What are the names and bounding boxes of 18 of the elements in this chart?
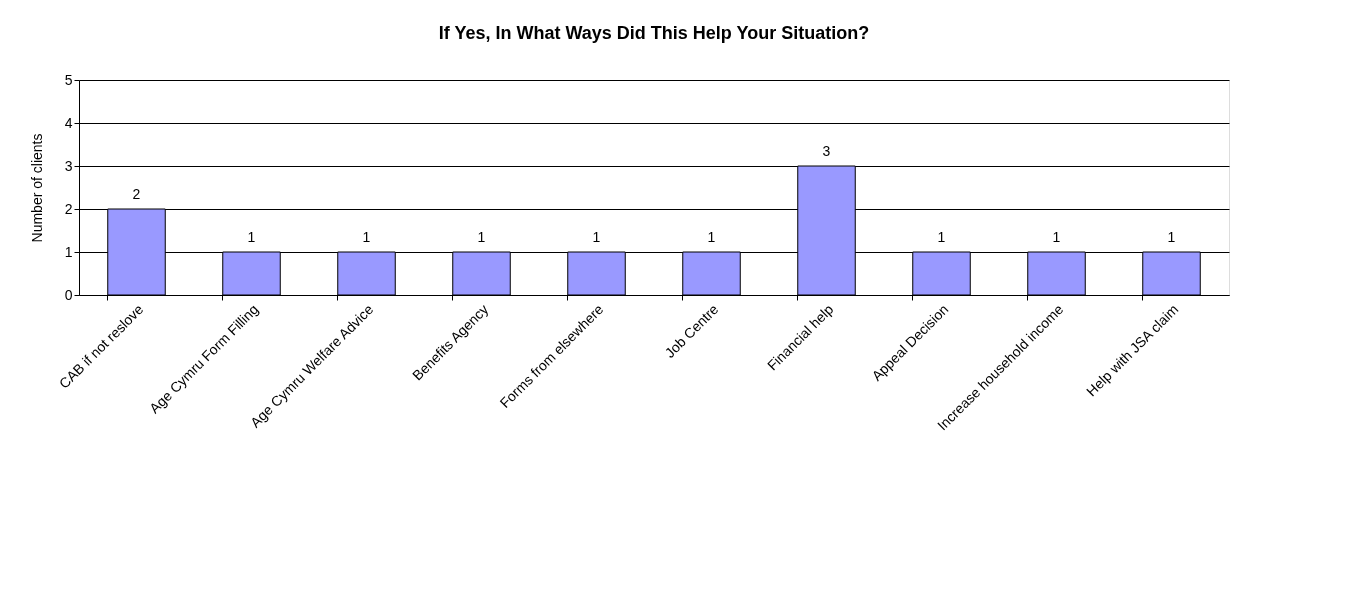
y-axis-title: Number of clients — [28, 133, 45, 243]
y-tick-label: 3 — [64, 157, 73, 174]
y-tick-label: 1 — [64, 243, 73, 260]
data-label: 1 — [937, 229, 946, 245]
data-label: 1 — [707, 229, 716, 245]
data-label: 1 — [247, 229, 256, 245]
y-tick-label: 2 — [64, 200, 73, 217]
chart-title: If Yes, In What Ways Did This Help Your Situation? — [438, 23, 870, 43]
y-tick-label: 0 — [64, 286, 73, 303]
data-label: 1 — [477, 229, 486, 245]
data-label: 1 — [1167, 229, 1176, 245]
data-label: 1 — [1052, 229, 1061, 245]
data-label: 1 — [362, 229, 371, 245]
y-tick-label: 4 — [64, 114, 73, 131]
data-label: 1 — [592, 229, 601, 245]
y-tick-label: 5 — [64, 71, 73, 88]
data-label: 3 — [822, 143, 831, 159]
data-label: 2 — [132, 186, 141, 202]
